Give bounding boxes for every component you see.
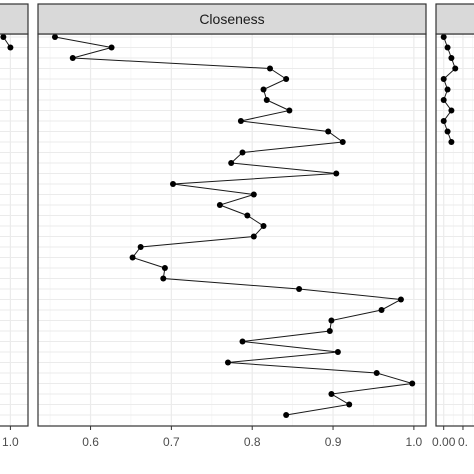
data-point [448,107,455,114]
data-point [169,181,176,187]
data-point [444,86,451,93]
data-point [239,338,246,345]
x-tick-label: 0.8 [244,435,261,449]
data-point [373,370,380,376]
data-point [69,55,76,61]
data-point [448,55,455,61]
facet-panel-closeness: 0.6 0.7 0.8 0.9 1.0 Closeness [37,3,427,449]
data-point [250,191,257,198]
data-point [334,349,341,355]
data-point [440,97,447,103]
data-point [452,65,459,72]
facet-strip [37,3,427,35]
x-tick-label: 0.6 [82,435,99,449]
data-point [224,359,231,366]
data-point [108,44,115,51]
data-point [440,76,447,82]
data-point [283,76,290,82]
panel-background [0,34,28,426]
data-point [444,44,451,51]
panel-background [436,34,474,426]
x-tick-label: 0.00 [432,435,456,449]
facet-panel-left: 1.0 [0,3,29,449]
data-point [161,265,168,271]
data-point [296,286,303,292]
facet-strip-title: Closeness [199,11,264,27]
data-point [286,107,293,114]
data-point [328,391,335,397]
data-point [263,97,270,103]
data-point [250,233,257,240]
x-tick-label: 0.7 [163,435,180,449]
data-point [283,412,290,418]
data-point [244,212,251,219]
x-tick-label: 1.0 [406,435,423,449]
x-tick-label: 1.0 [2,435,19,449]
facet-strip [435,3,474,35]
data-point [239,149,246,156]
data-point [339,139,346,145]
data-point [129,254,136,261]
data-point [333,170,340,177]
data-point [0,34,7,40]
data-point [328,317,335,324]
data-point [266,65,273,72]
data-point [260,223,267,229]
data-point [440,118,447,124]
data-point [326,328,333,334]
facet-strip [0,3,29,35]
data-point [440,34,447,40]
x-tick-label: 0. [458,435,468,449]
data-point [216,202,223,208]
panel-background [38,34,426,426]
data-point [260,86,267,93]
data-point [228,160,235,166]
data-point [397,296,404,303]
data-point [409,380,416,387]
data-point [7,44,14,51]
data-point [51,34,58,40]
data-point [346,401,353,408]
data-point [137,244,144,250]
panel-border [0,33,29,427]
data-point [237,118,244,124]
data-point [378,307,385,313]
facet-panel-right: 0.00 0. [432,3,474,449]
data-point [444,128,451,135]
data-point [448,139,455,145]
panel-border [435,33,474,427]
x-tick-label: 0.9 [325,435,342,449]
data-point [325,128,332,135]
data-point [160,275,167,282]
